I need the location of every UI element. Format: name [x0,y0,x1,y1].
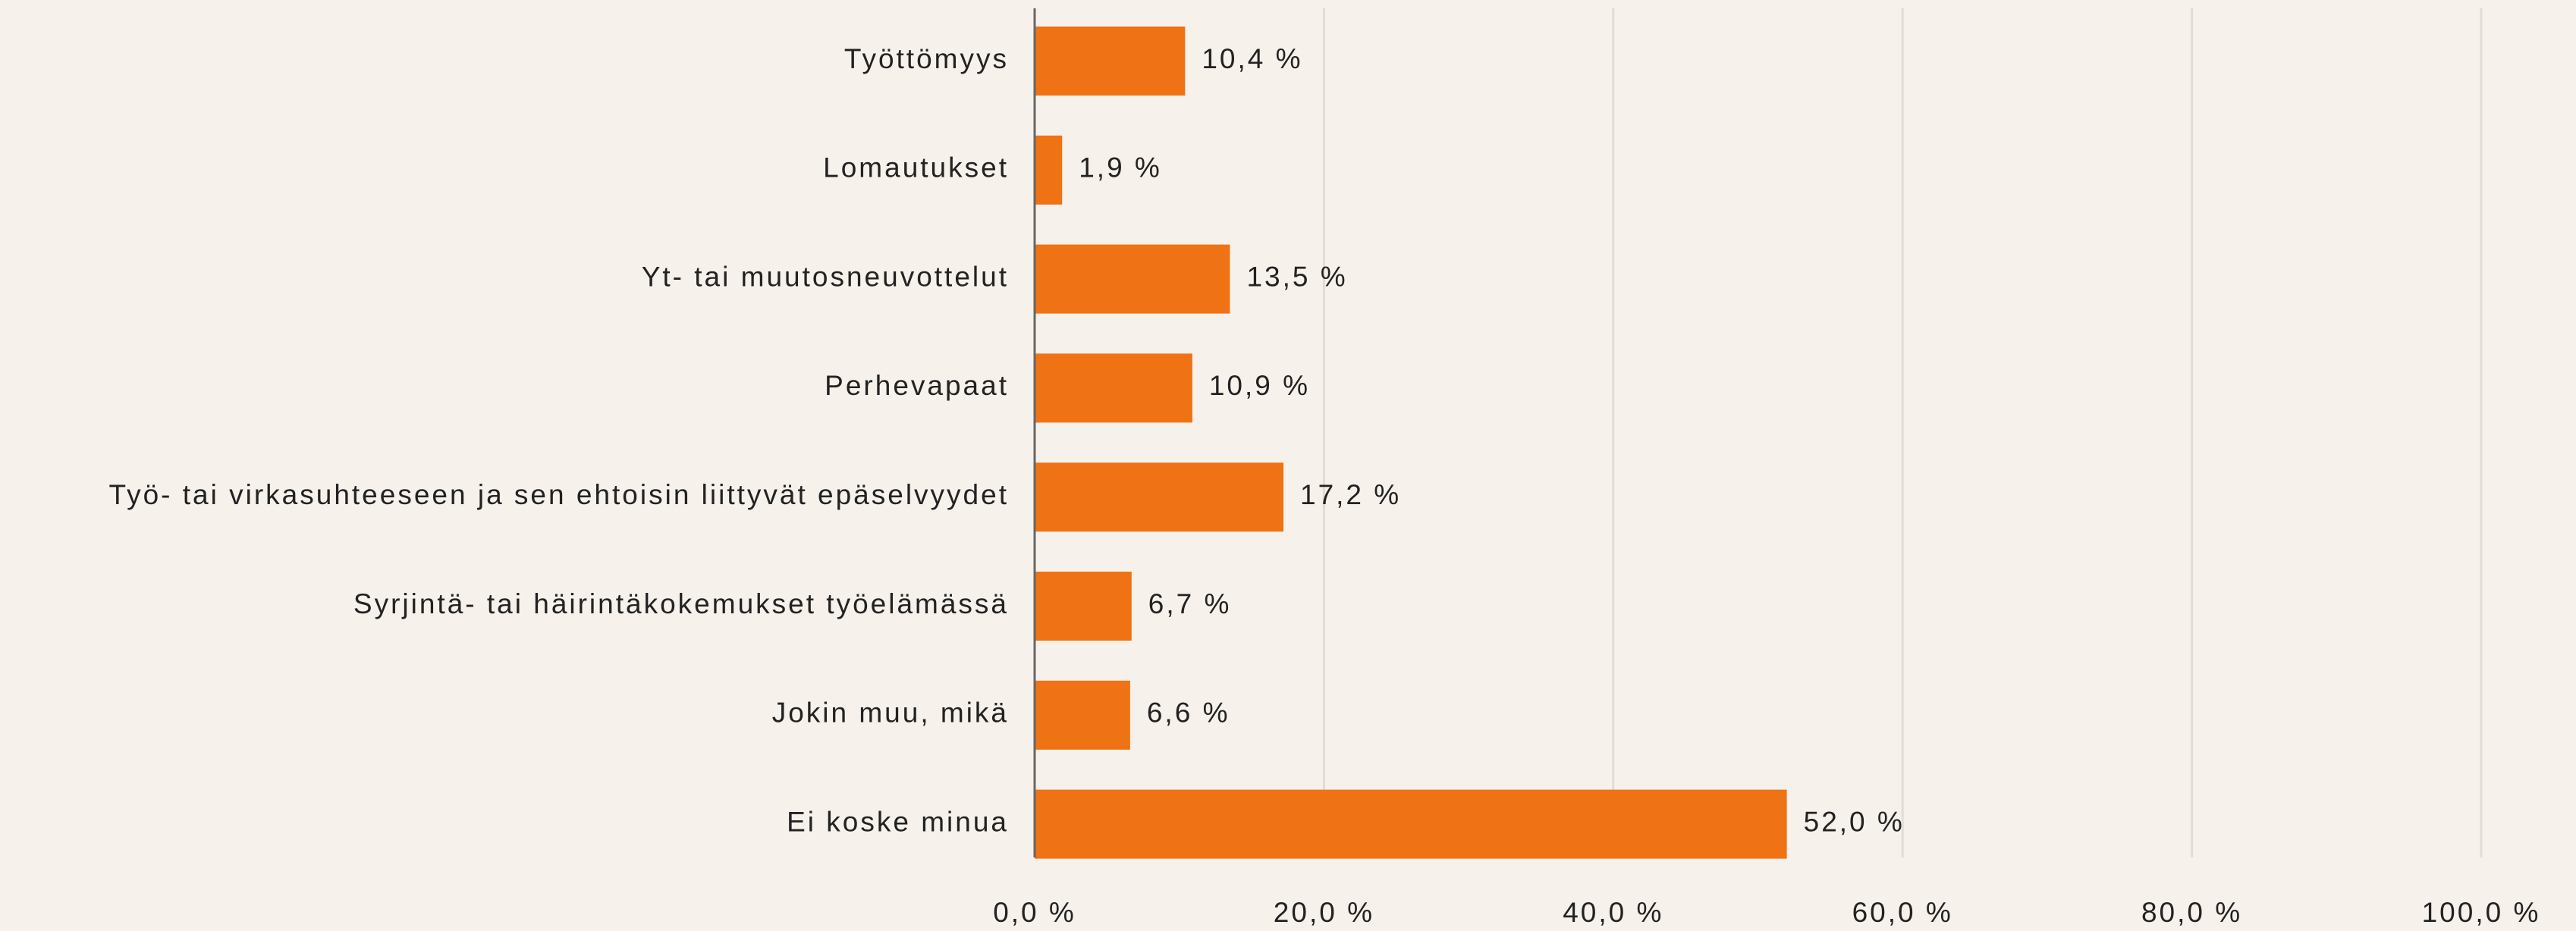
data-label: 10,9 % [1209,370,1310,401]
data-label: 6,7 % [1148,588,1232,619]
y-tick-label: Yt- tai muutosneuvottelut [642,261,1009,292]
y-tick-label: Lomautukset [823,152,1009,183]
y-tick-label: Perhevapaat [825,370,1009,401]
bar [1035,789,1787,859]
data-label: 10,4 % [1202,43,1302,74]
y-tick-label: Jokin muu, mikä [772,697,1009,729]
bar [1035,462,1284,532]
bar [1035,244,1230,314]
data-label: 6,6 % [1147,697,1230,729]
x-tick-label: 100,0 % [2422,897,2541,928]
data-label: 17,2 % [1300,479,1401,510]
bar [1035,680,1130,750]
x-tick-label: 0,0 % [993,897,1076,928]
data-label: 1,9 % [1079,152,1162,183]
bar [1035,353,1192,423]
x-tick-label: 40,0 % [1563,897,1663,928]
data-label: 13,5 % [1246,261,1347,292]
y-tick-label: Ei koske minua [787,806,1009,837]
y-tick-label: Työ- tai virkasuhteeseen ja sen ehtoisin… [109,479,1009,510]
y-tick-label: Työttömyys [844,43,1009,74]
bar [1035,135,1063,205]
y-tick-label: Syrjintä- tai häirintäkokemukset työeläm… [353,588,1009,619]
x-tick-label: 20,0 % [1274,897,1374,928]
x-tick-label: 80,0 % [2141,897,2242,928]
bar [1035,27,1186,96]
data-label: 52,0 % [1804,806,1905,837]
bar [1035,572,1132,641]
x-tick-label: 60,0 % [1852,897,1953,928]
